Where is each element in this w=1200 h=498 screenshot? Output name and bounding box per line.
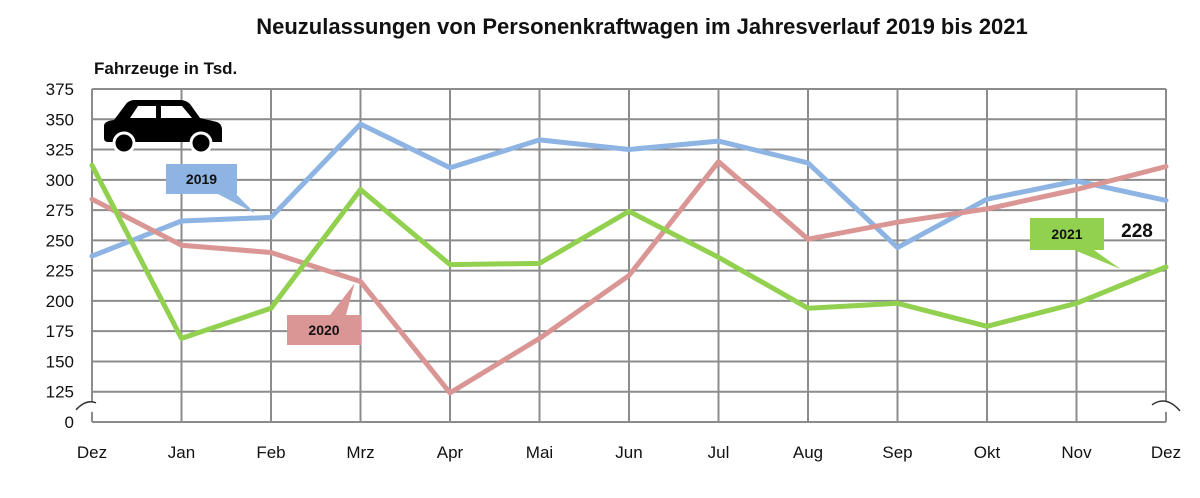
series-lines [89, 121, 1169, 396]
axis-break-gap-left [78, 401, 98, 412]
y-tick-label: 150 [46, 352, 74, 371]
y-axis-label: Fahrzeuge in Tsd. [94, 59, 238, 78]
callout-pointer-2021 [1074, 250, 1121, 270]
callout-box-2019 [166, 164, 237, 194]
series-line-2020 [89, 159, 1169, 396]
x-tick-label: Feb [256, 443, 285, 462]
y-tick-label: 175 [46, 322, 74, 341]
x-tick-label: Mai [526, 443, 553, 462]
x-tick-label: Apr [437, 443, 464, 462]
x-tick-label: Mrz [346, 443, 374, 462]
series-label-2020: 2020 [308, 322, 339, 338]
axis-break-left [75, 401, 97, 411]
series-label-2019: 2019 [186, 171, 217, 187]
series-label-2021: 2021 [1051, 226, 1082, 242]
axis-break-gap-right [1158, 401, 1184, 412]
x-tick-label: Dez [77, 443, 107, 462]
y-tick-label: 350 [46, 110, 74, 129]
x-tick-label: Sep [882, 443, 912, 462]
x-tick-label: Jan [168, 443, 195, 462]
end-value-label: 228 [1121, 221, 1153, 242]
axis-break-right [1151, 400, 1181, 412]
x-tick-label: Okt [974, 443, 1001, 462]
x-tick-label: Aug [793, 443, 823, 462]
x-tick-label: Jul [708, 443, 730, 462]
y-tick-label: 300 [46, 171, 74, 190]
callout-box-2020 [287, 315, 361, 345]
x-tick-label: Dez [1151, 443, 1181, 462]
y-tick-label: 0 [65, 413, 74, 432]
y-tick-label: 200 [46, 292, 74, 311]
y-ticks: 375 350 325 300 275 250 225 200 175 150 125 0 [46, 80, 74, 432]
y-tick-label: 125 [46, 383, 74, 402]
callout-box-2021 [1030, 218, 1104, 250]
x-tick-label: Jun [615, 443, 642, 462]
series-line-2021 [89, 162, 1169, 341]
grid [91, 88, 1167, 423]
car-icon [104, 100, 222, 155]
x-ticks: Dez Jan Feb Mrz Apr Mai Jun Jul Aug Sep Okt Nov Dez [77, 443, 1181, 462]
y-tick-label: 275 [46, 201, 74, 220]
y-tick-label: 250 [46, 231, 74, 250]
series-callouts: 2019 2020 2021 228 [166, 164, 1153, 345]
x-tick-label: Nov [1061, 443, 1092, 462]
y-tick-label: 375 [46, 80, 74, 99]
chart-title: Neuzulassungen von Personenkraftwagen im… [256, 14, 1028, 39]
y-tick-label: 325 [46, 141, 74, 160]
y-tick-label: 225 [46, 262, 74, 281]
callout-pointer-2020 [330, 283, 355, 315]
axis-break-marks [75, 400, 1184, 412]
callout-pointer-2019 [218, 194, 255, 214]
series-line-2019 [89, 121, 1169, 259]
